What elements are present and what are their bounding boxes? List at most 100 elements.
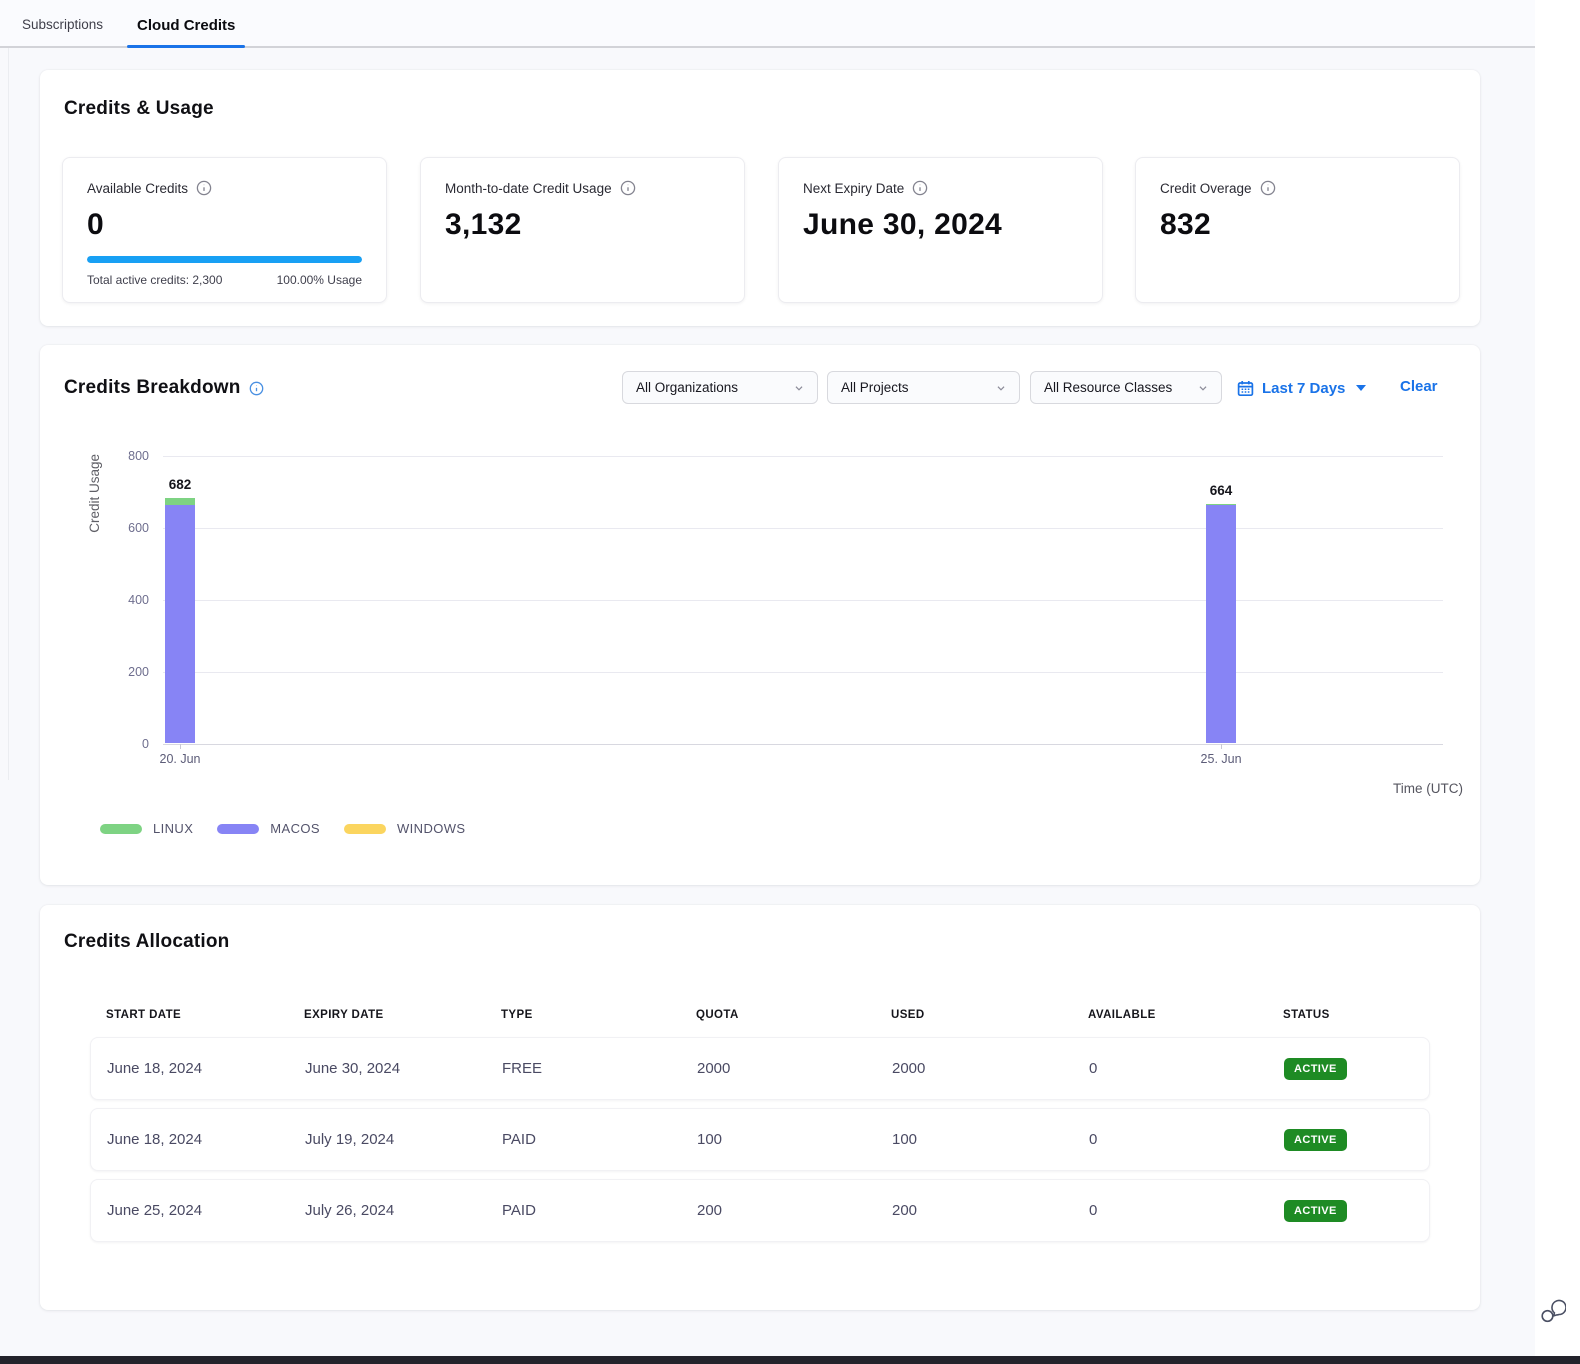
legend-item-macos[interactable]: MACOS: [217, 821, 320, 836]
chart-plot: Credit Usage Time (UTC) 0 200 400 600 800 682…: [87, 449, 1463, 796]
column-header: EXPIRY DATE: [304, 1009, 384, 1021]
table-body: June 18, 2024 June 30, 2024 FREE 2000 2000 0 A…: [90, 1037, 1430, 1242]
x-axis-tick: [180, 744, 182, 749]
chart-x-axis-title: Time (UTC): [1393, 781, 1463, 796]
tab-bar: Subscriptions Cloud Credits: [0, 0, 1535, 48]
legend-label: MACOS: [270, 821, 320, 836]
credits-allocation-table: START DATE EXPIRY DATE TYPE QUOTA USED AVAILA…: [90, 1009, 1430, 1250]
credits-usage-panel: Credits & Usage Available Credits 0 Tota…: [40, 70, 1480, 326]
gridline: [163, 600, 1443, 601]
window-bottom-edge: [0, 1356, 1580, 1364]
cell-available: 0: [1089, 1202, 1098, 1219]
cell-start-date: June 18, 2024: [107, 1060, 203, 1077]
cell-used: 100: [892, 1131, 918, 1148]
available-credits-value: 0: [87, 208, 104, 241]
next-expiry-label: Next Expiry Date: [803, 180, 905, 196]
y-axis-tick-label: 0: [142, 737, 149, 751]
mtd-usage-label: Month-to-date Credit Usage: [445, 180, 612, 196]
cell-expiry-date: July 26, 2024: [305, 1202, 395, 1219]
credit-overage-label: Credit Overage: [1160, 180, 1252, 196]
info-icon[interactable]: [196, 180, 212, 196]
resource-classes-dropdown-value: All Resource Classes: [1044, 380, 1173, 395]
chart-y-axis-title: Credit Usage: [87, 454, 102, 533]
chevron-down-icon: [795, 385, 803, 391]
usage-percent: 100.00% Usage: [276, 273, 362, 287]
y-axis-tick-label: 800: [128, 449, 149, 463]
resource-classes-dropdown[interactable]: All Resource Classes: [1030, 371, 1222, 404]
info-icon[interactable]: [249, 381, 264, 396]
bar-segment-macos: [1206, 505, 1237, 743]
legend-item-linux[interactable]: LINUX: [100, 821, 193, 836]
bar-segment-linux: [1206, 503, 1237, 506]
legend-swatch: [100, 823, 142, 834]
cell-type: FREE: [502, 1060, 543, 1077]
bar-total-label: 664: [1209, 482, 1233, 498]
chat-support-icon[interactable]: [1538, 1297, 1566, 1325]
tab-cloud-credits-label: Cloud Credits: [137, 17, 236, 34]
gridline: [163, 456, 1443, 457]
table-row: June 25, 2024 July 26, 2024 PAID 200 200 0 ACT…: [90, 1179, 1430, 1242]
mtd-usage-value: 3,132: [445, 208, 522, 241]
stacked-bar[interactable]: 682: [165, 477, 196, 743]
total-active-credits: Total active credits: 2,300: [87, 273, 223, 287]
x-axis-tick-label: 25. Jun: [1200, 752, 1242, 766]
cell-expiry-date: June 30, 2024: [305, 1060, 401, 1077]
calendar-icon: [1237, 380, 1254, 396]
bar-segment-macos: [165, 505, 196, 743]
bar-total-label: 682: [168, 476, 192, 492]
available-credits-card: Available Credits 0 Total active credits…: [62, 157, 387, 303]
y-axis-tick-label: 400: [128, 593, 149, 607]
projects-dropdown[interactable]: All Projects: [827, 371, 1020, 404]
table-row: June 18, 2024 June 30, 2024 FREE 2000 2000 0 A…: [90, 1037, 1430, 1100]
date-range-value: Last 7 Days: [1262, 379, 1346, 397]
info-icon[interactable]: [620, 180, 636, 196]
legend-item-windows[interactable]: WINDOWS: [343, 821, 466, 836]
gridline: [163, 744, 1443, 745]
column-header: TYPE: [501, 1009, 533, 1021]
legend-swatch: [343, 823, 386, 834]
status-badge: ACTIVE: [1284, 1128, 1347, 1151]
cell-expiry-date: July 19, 2024: [305, 1131, 395, 1148]
credit-overage-card: Credit Overage 832: [1135, 157, 1460, 303]
active-tab-underline: [127, 45, 246, 48]
tab-cloud-credits[interactable]: Cloud Credits: [127, 17, 246, 48]
date-range-picker[interactable]: Last 7 Days: [1237, 375, 1367, 401]
column-header: AVAILABLE: [1088, 1009, 1156, 1021]
legend-swatch: [217, 823, 260, 834]
column-header: STATUS: [1283, 1009, 1330, 1021]
clear-filters-button[interactable]: Clear: [1400, 378, 1438, 395]
table-row: June 18, 2024 July 19, 2024 PAID 100 100 0 ACT…: [90, 1108, 1430, 1171]
credits-allocation-panel: Credits Allocation START DATE EXPIRY DATE…: [40, 905, 1480, 1310]
column-header: START DATE: [106, 1009, 182, 1021]
left-divider: [8, 48, 9, 780]
cell-available: 0: [1089, 1131, 1098, 1148]
cell-type: PAID: [502, 1202, 536, 1219]
legend-label: WINDOWS: [396, 821, 466, 836]
mtd-usage-card: Month-to-date Credit Usage 3,132: [420, 157, 745, 303]
chart-legend: LINUX MACOS WINDOWS: [100, 821, 465, 836]
credits-progress-fill: [87, 256, 362, 263]
stacked-bar[interactable]: 664: [1206, 483, 1237, 743]
credits-allocation-title: Credits Allocation: [64, 931, 230, 952]
info-icon[interactable]: [912, 180, 928, 196]
legend-label: LINUX: [153, 821, 194, 836]
cell-type: PAID: [502, 1131, 536, 1148]
cell-quota: 100: [697, 1131, 723, 1148]
y-axis-tick-label: 600: [128, 521, 149, 535]
credits-progress-bar: [87, 256, 362, 263]
cell-start-date: June 18, 2024: [107, 1131, 203, 1148]
gridline: [163, 528, 1443, 529]
organizations-dropdown[interactable]: All Organizations: [622, 371, 818, 404]
credit-overage-value: 832: [1160, 208, 1211, 241]
caret-down-icon: [1356, 385, 1367, 391]
chevron-down-icon: [997, 385, 1005, 391]
cell-quota: 200: [697, 1202, 723, 1219]
chevron-down-icon: [1199, 385, 1207, 391]
credits-usage-title: Credits & Usage: [64, 98, 214, 119]
table-header-row: START DATE EXPIRY DATE TYPE QUOTA USED AVAILA…: [90, 1009, 1430, 1021]
organizations-dropdown-value: All Organizations: [636, 380, 739, 395]
info-icon[interactable]: [1260, 180, 1276, 196]
cell-used: 2000: [892, 1060, 926, 1077]
next-expiry-card: Next Expiry Date June 30, 2024: [778, 157, 1103, 303]
tab-subscriptions[interactable]: Subscriptions: [22, 17, 104, 32]
